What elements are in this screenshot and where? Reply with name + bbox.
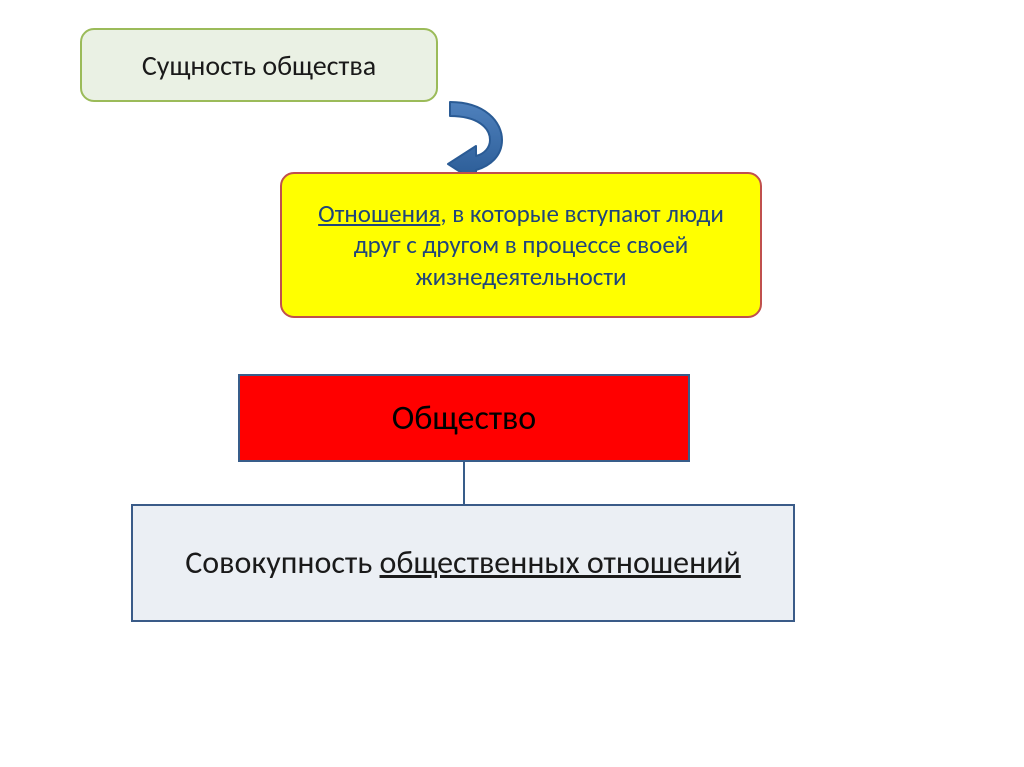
society-text: Общество xyxy=(392,398,536,439)
aggregate-underlined: общественных отношений xyxy=(380,543,741,582)
aggregate-lead: Совокупность xyxy=(185,543,379,582)
essence-text: Сущность общества xyxy=(142,48,376,83)
aggregate-text: Совокупность общественных отношений xyxy=(185,545,741,582)
arrow-path xyxy=(448,102,502,182)
essence-box: Сущность общества xyxy=(80,28,438,102)
relations-box: Отношения, в которые вступают люди друг … xyxy=(280,172,762,318)
aggregate-box: Совокупность общественных отношений xyxy=(131,504,795,622)
relations-lead: Отношения xyxy=(318,198,440,229)
connector-vertical xyxy=(463,462,465,504)
relations-text: Отношения, в которые вступают люди друг … xyxy=(302,198,740,292)
society-box: Общество xyxy=(238,374,690,462)
